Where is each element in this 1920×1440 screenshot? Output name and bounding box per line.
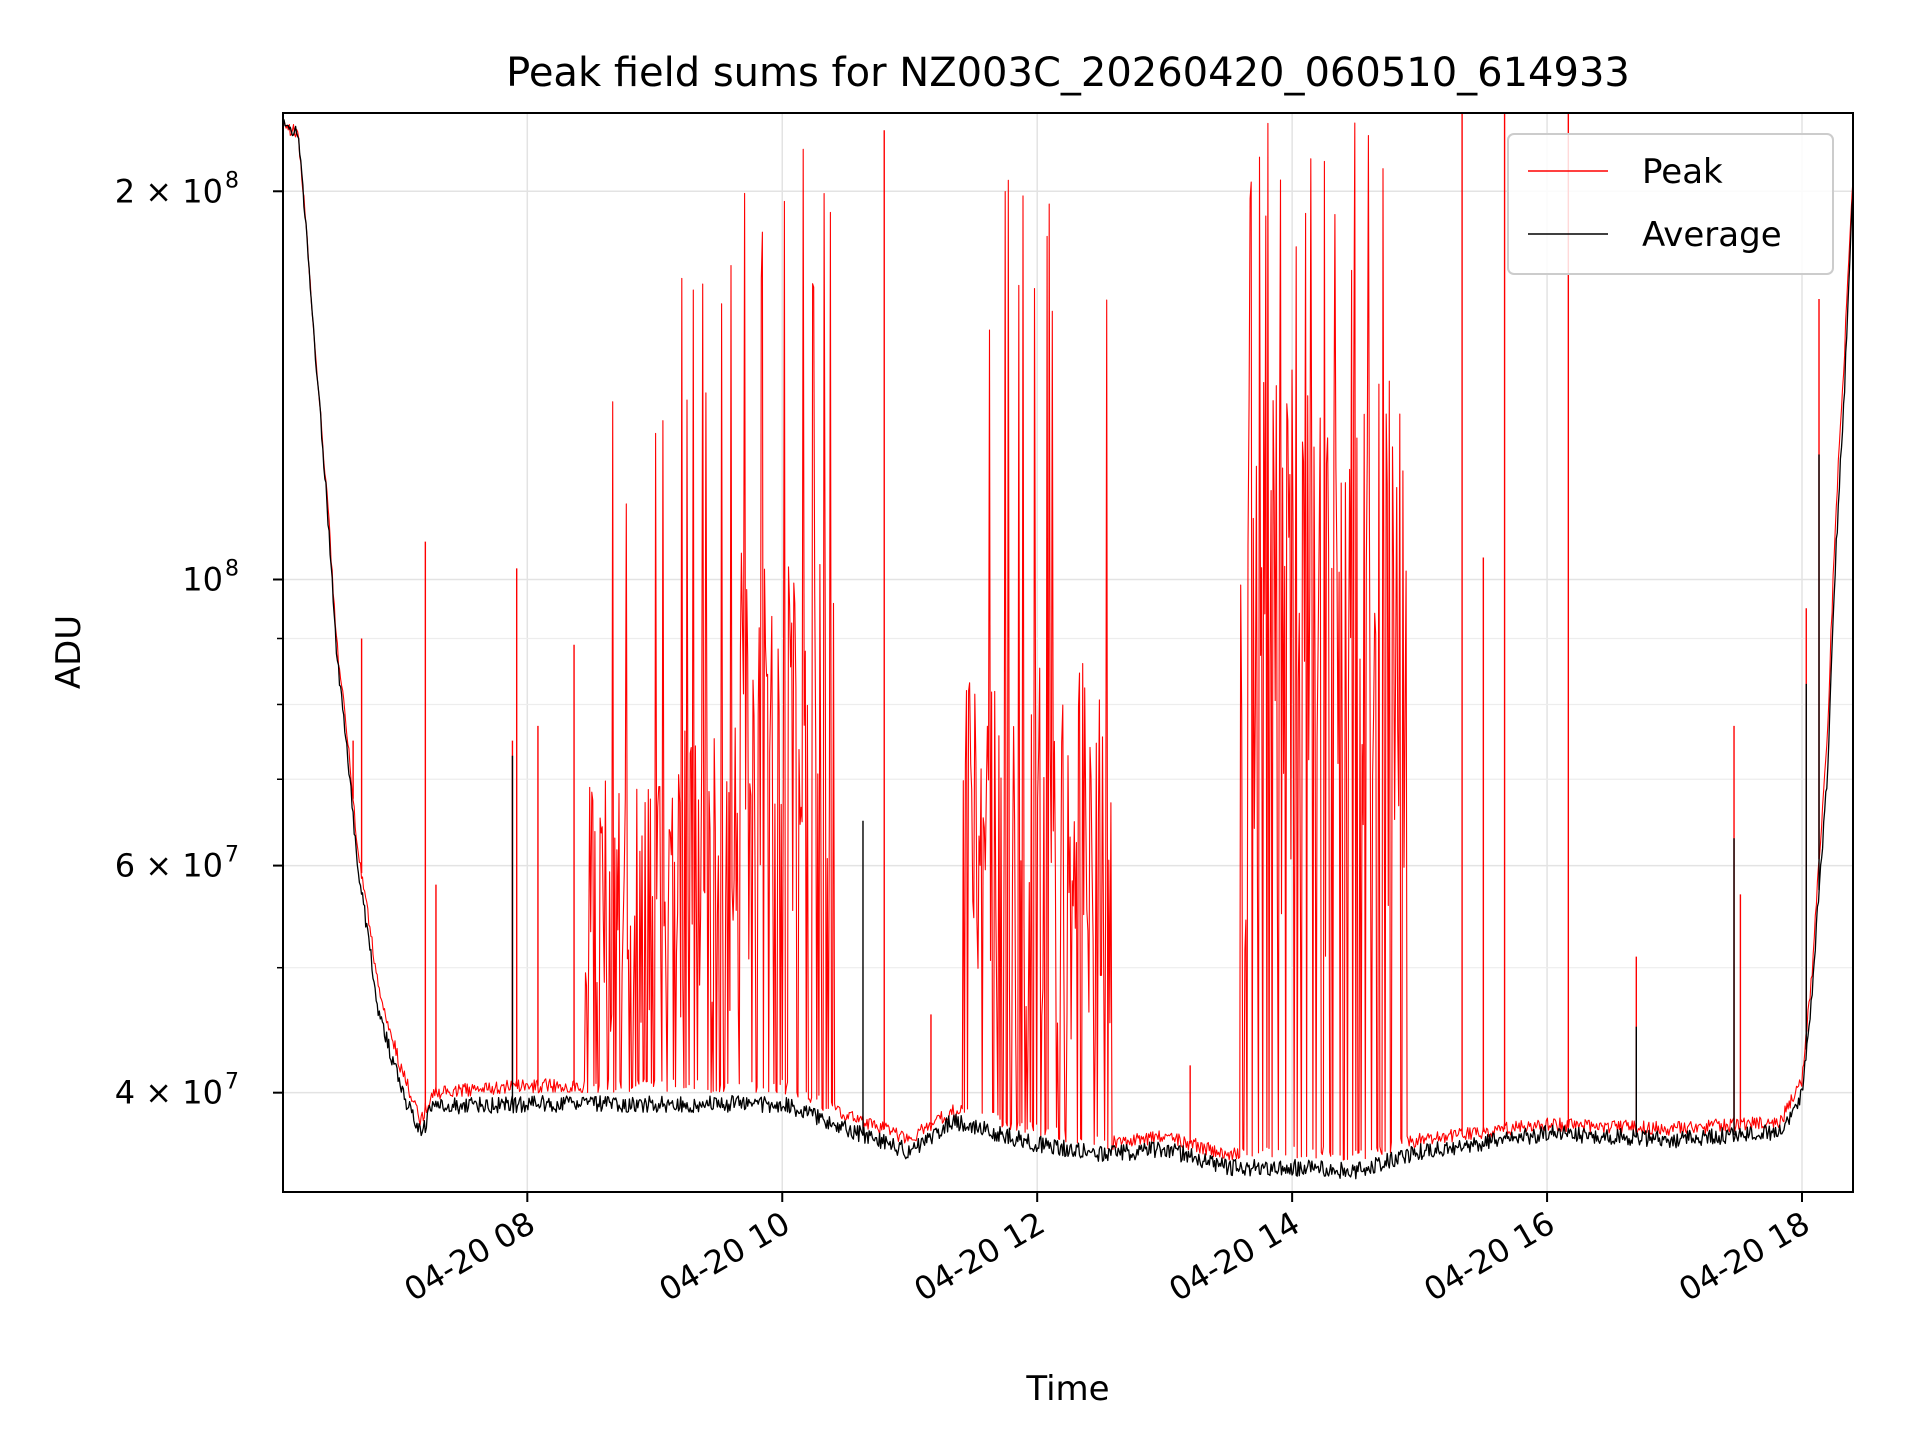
y-tick-exponent: 7 [225,1070,239,1095]
series-area [283,113,1853,1180]
y-tick-label: 2 × 10 [115,172,223,210]
x-axis-label: Time [1025,1369,1109,1409]
x-tick-label: 04-20 16 [1417,1204,1561,1309]
y-tick-label: 6 × 10 [115,847,223,885]
chart-title: Peak field sums for NZ003C_20260420_0605… [506,50,1630,96]
series-peak-line [283,120,1853,1161]
plot-frame [282,112,1854,1193]
y-axis-ticks: 4 × 10 76 × 10 710 82 × 10 8 [115,168,283,1112]
y-tick-label: 4 × 10 [115,1074,223,1112]
x-tick-label: 04-20 08 [398,1204,542,1309]
grid-lines [283,113,1853,1192]
x-tick-label: 04-20 12 [908,1204,1052,1309]
series-average-line [283,119,1853,1180]
x-axis-ticks: 04-20 08 04-20 10 04-20 12 04-20 14 04-20 16… [398,1192,1816,1309]
y-tick-exponent: 7 [225,843,239,868]
legend: Peak Average [1507,133,1834,275]
y-axis-label: ADU [49,615,89,689]
legend-peak-label: Peak [1642,152,1723,192]
y-tick-exponent: 8 [225,556,239,581]
y-tick-label: 10 [182,560,223,598]
y-tick-exponent: 8 [225,168,239,193]
series-average [283,119,1853,1180]
x-tick-label: 04-20 18 [1672,1204,1816,1309]
x-tick-label: 04-20 10 [653,1204,797,1309]
x-tick-label: 04-20 14 [1163,1204,1307,1309]
legend-average-label: Average [1642,215,1782,255]
legend-box [1507,133,1834,275]
series-peak [283,113,1853,1161]
